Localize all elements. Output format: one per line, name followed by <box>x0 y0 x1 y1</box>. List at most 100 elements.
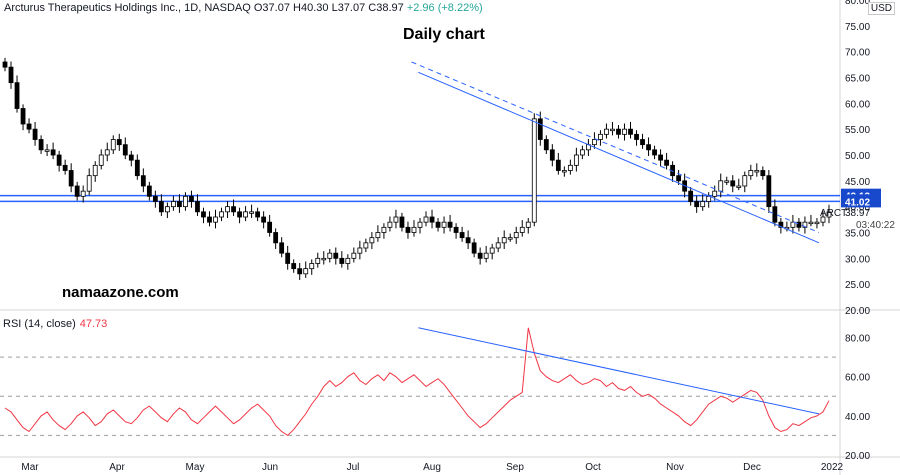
candle-body <box>495 242 501 249</box>
candle-body <box>453 226 459 233</box>
candle-body <box>68 170 74 187</box>
candle-body <box>826 211 832 218</box>
candle-body <box>688 190 694 202</box>
candle-body <box>507 237 513 240</box>
ticker-tag: ARCT <box>820 208 848 219</box>
candle-body <box>279 242 285 254</box>
candle-body <box>399 216 405 228</box>
candle-body <box>261 216 267 223</box>
candle-body <box>297 268 303 275</box>
candle-body <box>646 144 651 151</box>
price-tick-label: 45.00 <box>845 177 870 188</box>
candle-body <box>742 175 748 187</box>
candle-body <box>664 159 669 166</box>
candle-body <box>309 263 315 270</box>
low-value: 37.07 <box>337 2 366 14</box>
price-tick-label: 20.00 <box>845 306 870 317</box>
candle-body <box>435 221 441 228</box>
candle-body <box>718 180 724 192</box>
candle-body <box>543 139 549 151</box>
candle-body <box>219 211 224 218</box>
candle-body <box>237 211 242 218</box>
symbol-header: Arcturus Therapeutics Holdings Inc., 1D,… <box>4 2 483 14</box>
candle-body <box>730 180 736 187</box>
candle-body <box>604 128 609 135</box>
candle-body <box>754 170 760 173</box>
candle-body <box>598 133 603 140</box>
candle-body <box>573 154 579 166</box>
candle-body <box>86 175 92 192</box>
candle-body <box>110 139 116 151</box>
candle-body <box>387 221 393 228</box>
candle-body <box>177 201 182 208</box>
candle-body <box>122 144 128 156</box>
candle-body <box>2 61 8 68</box>
candle-body <box>622 128 627 135</box>
candle-body <box>333 252 339 259</box>
candle-body <box>814 221 820 225</box>
chart-annotation-title: Daily chart <box>403 26 485 43</box>
candle-body <box>531 118 537 223</box>
candle-body <box>98 154 104 166</box>
candle-body <box>676 175 682 182</box>
rsi-tick-label: 40.00 <box>845 412 870 423</box>
price-tick-label: 55.00 <box>845 125 870 136</box>
candle-body <box>634 133 639 140</box>
price-tick-label: 75.00 <box>845 22 870 33</box>
candle-body <box>128 154 134 161</box>
candle-body <box>183 195 188 208</box>
candle-body <box>748 170 754 177</box>
candle-body <box>549 149 555 161</box>
candle-body <box>525 221 531 228</box>
rsi-trendline <box>418 327 820 415</box>
candle-body <box>38 139 44 151</box>
candle-body <box>712 190 718 197</box>
candle-body <box>555 159 561 171</box>
candle-body <box>50 149 56 156</box>
candle-body <box>519 226 525 233</box>
candle-body <box>423 216 429 223</box>
candle-body <box>628 128 633 135</box>
rsi-name: RSI (14, close) <box>3 318 76 330</box>
candle-body <box>429 216 435 223</box>
candle-body <box>706 195 712 202</box>
candle-body <box>778 221 784 228</box>
candle-body <box>459 232 465 239</box>
candle-body <box>808 221 814 225</box>
candle-body <box>267 221 273 233</box>
time-tick-label: May <box>186 462 205 473</box>
candle-body <box>375 232 381 239</box>
candle-body <box>345 257 351 264</box>
rsi-tick-label: 80.00 <box>845 334 870 345</box>
close-label: C <box>368 2 377 14</box>
price-tick-label: 40.00 <box>845 203 870 214</box>
currency-badge[interactable]: USD <box>867 2 895 15</box>
time-tick-label: Nov <box>666 462 684 473</box>
candle-body <box>92 164 98 177</box>
rsi-tick-label: 60.00 <box>845 373 870 384</box>
candle-body <box>321 257 327 261</box>
level-label-bg <box>841 194 881 208</box>
candle-body <box>561 170 567 173</box>
candle-body <box>772 206 778 223</box>
candle-body <box>465 237 471 244</box>
time-tick-label: Aug <box>423 462 441 473</box>
candle-body <box>207 216 212 223</box>
level-label: 41.02 <box>845 197 870 208</box>
candle-body <box>447 221 453 228</box>
candle-body <box>189 195 194 202</box>
price-tick-label: 65.00 <box>845 74 870 85</box>
low-label: L <box>331 2 338 14</box>
time-tick-label: Mar <box>21 462 39 473</box>
candle-body <box>652 149 657 156</box>
symbol-name: Arcturus Therapeutics Holdings Inc., 1D,… <box>4 2 251 14</box>
candle-body <box>351 252 357 259</box>
time-tick-label: Jun <box>262 462 278 473</box>
candle-body <box>567 164 573 171</box>
candle-body <box>766 175 772 208</box>
rsi-legend[interactable]: RSI (14, close) 47.73 <box>3 318 107 330</box>
candle-body <box>471 242 477 254</box>
candle-body <box>579 149 585 156</box>
candle-body <box>658 154 663 161</box>
